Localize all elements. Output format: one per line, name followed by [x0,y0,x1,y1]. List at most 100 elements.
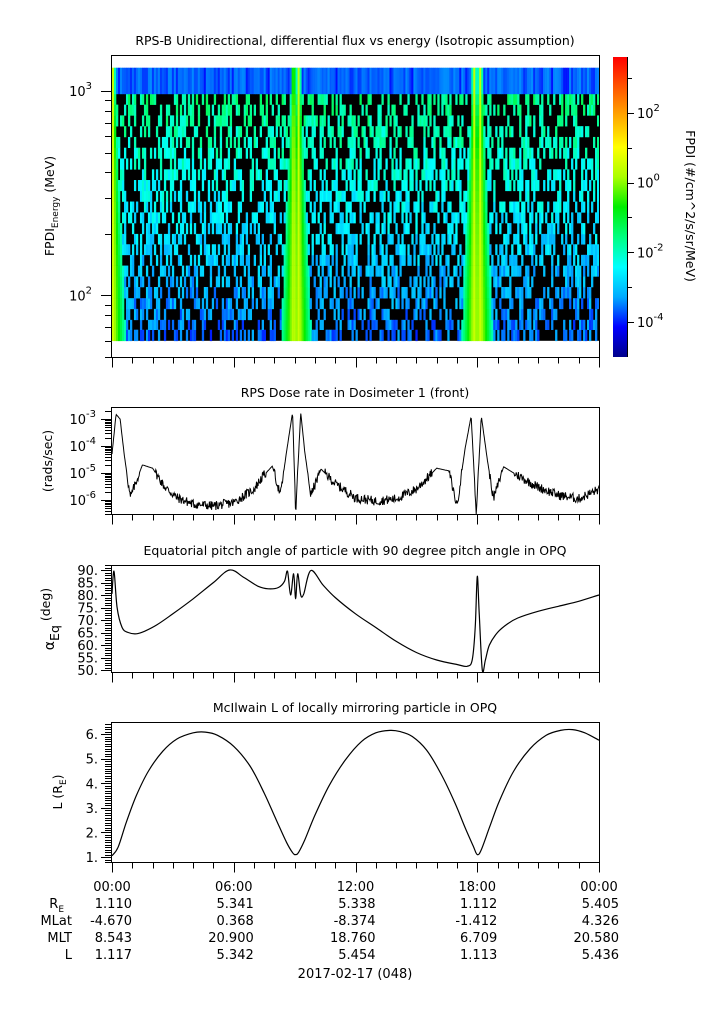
spectrogram-cell [495,265,498,277]
spectrogram-cell [291,136,294,149]
mcilwain-l-y-tick-label: 3. [86,802,98,817]
spectrogram-cell [151,329,155,342]
spectrogram-cell [323,67,326,95]
spectrogram-cell [301,298,304,310]
spectrogram-cell [547,136,550,149]
spectrogram-cell [307,319,310,330]
spectrogram-cell [505,180,508,192]
spectrogram-cell [577,126,580,138]
spectrogram-cell [395,298,398,310]
spectrogram-cell [139,180,143,192]
spectrogram-cell [285,223,288,235]
spectrogram-cell [115,115,119,127]
spectrogram-cell [571,265,574,277]
spectrogram-cell [163,329,167,342]
spectrogram-cell [485,254,488,266]
spectrogram-cell [114,190,117,202]
spectrogram-cell [213,136,217,149]
spectrogram-cell [309,319,312,330]
dose-rate-y-ticks: 10-310-410-510-6 [69,409,111,515]
spectrogram-cell [285,180,288,192]
time-tick-label: 12:00 [337,880,374,895]
spectrogram-cell [147,244,151,256]
spectrogram-cell [383,223,386,235]
spectrogram-cell [299,265,302,277]
spectrogram-cell [112,115,115,127]
spectrogram-cell [397,126,400,138]
spectrogram-cell [489,298,492,310]
spectrogram-cell [285,67,288,95]
spectrogram-cell [575,67,578,95]
spectrogram-cell [369,93,372,105]
spectrogram-cell [187,201,191,213]
spectrogram-cell [577,265,580,277]
spectrogram-cell [165,147,169,159]
spectrogram-cell [471,276,474,288]
spectrogram-cell [193,126,197,138]
spectrogram-cell [267,265,270,277]
spectrogram-cell [195,298,199,310]
spectrogram-cell [197,298,201,310]
spectrogram-cell [529,223,532,235]
spectrogram-cell [143,169,147,181]
spectrogram-cell [309,169,312,181]
ephemeris-value: -4.670 [90,914,132,929]
spectrogram-cell [425,329,428,342]
spectrogram-cell [147,233,151,245]
spectrogram-cell [573,190,576,202]
spectrogram-cell [393,212,396,224]
spectrogram-cell [183,233,187,245]
spectrogram-cell [119,298,123,310]
spectrogram-cell [513,104,516,116]
spectrogram-cell [575,201,578,213]
spectrogram-cell [581,126,584,138]
spectrogram-cell [389,147,392,159]
spectrogram-cell [239,147,243,159]
spectrogram-cell [571,93,574,105]
spectrogram-cell [289,319,292,330]
spectrogram-cell [531,329,534,342]
spectrogram-cell [309,265,312,277]
spectrogram-cell [457,169,460,181]
spectrogram-cell [311,233,314,245]
spectrogram-cell [349,104,352,116]
spectrogram-cell [437,93,440,105]
spectrogram-cell [481,169,484,181]
spectrogram-cell [407,201,410,213]
spectrogram-cell [193,329,197,342]
spectrogram-cell [347,319,350,330]
spectrogram-cell [129,67,133,95]
spectrogram-cell [115,212,119,224]
spectrogram-cell [391,298,394,310]
spectrogram-cell [353,212,356,224]
spectrogram-cell [573,93,576,105]
spectrogram-cell [281,115,284,127]
spectrogram-cell [205,67,209,95]
spectrogram-cell [293,254,296,266]
spectrogram-cell [299,158,302,170]
spectrogram-cell [207,158,211,170]
spectrogram-cell [561,104,564,116]
spectrogram-cell [399,169,402,181]
spectrogram-cell [397,329,400,342]
spectrogram-cell [339,212,342,224]
spectrogram-cell [253,136,257,149]
spectrogram-cell [379,136,382,149]
spectrogram-cell [361,67,364,95]
spectrogram-cell [457,180,460,192]
spectrogram-cell [487,180,490,192]
spectrogram-cell [179,67,183,95]
spectrogram-cell [529,308,532,321]
spectrogram-cell [425,67,428,95]
spectrogram-cell [367,233,370,245]
spectrogram-cell [229,67,233,95]
spectrogram-cell [431,201,434,213]
spectrogram-cell [565,233,568,245]
spectrogram-cell [155,190,159,202]
spectrogram-cell [461,329,464,342]
spectrogram-cell [307,308,310,321]
spectrogram-cell [135,233,139,245]
spectrogram-cell [331,126,334,138]
spectrogram-cell [417,298,420,310]
spectrogram-cell [475,319,478,330]
